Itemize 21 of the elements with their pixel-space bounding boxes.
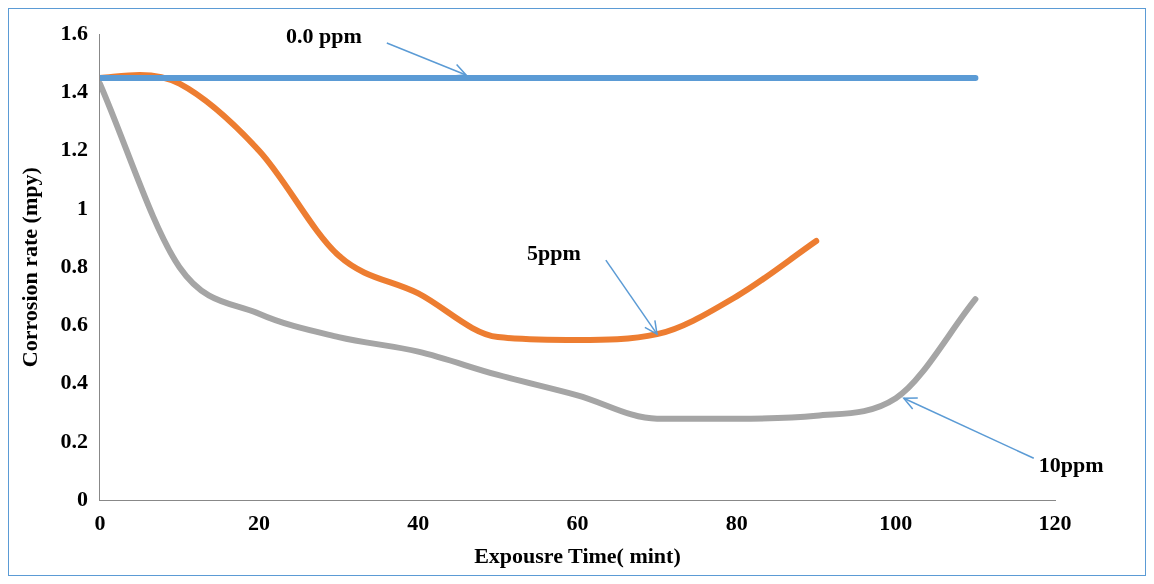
x-tick-label: 80: [725, 510, 748, 536]
annotation: 5ppm: [527, 239, 581, 265]
x-axis-title: Expousre Time( mint): [474, 543, 681, 569]
y-tick-label: 1.2: [60, 136, 88, 162]
y-tick-label: 0.4: [60, 369, 88, 395]
annotation: 10ppm: [1038, 451, 1104, 477]
y-tick-label: 0.6: [60, 311, 88, 337]
x-tick-label: 100: [879, 510, 913, 536]
y-tick-label: 0: [76, 485, 88, 511]
annotation: 0.0 ppm: [286, 22, 362, 48]
y-axis-title: Corrosion rate (mpy): [16, 167, 42, 368]
y-tick-label: 1: [76, 194, 88, 220]
x-tick-label: 60: [566, 510, 589, 536]
y-tick-label: 1.4: [60, 78, 88, 104]
y-tick-label: 0.2: [60, 427, 88, 453]
x-tick-label: 120: [1038, 510, 1072, 536]
x-tick-label: 40: [407, 510, 430, 536]
x-tick-label: 0: [94, 510, 106, 536]
y-tick-label: 1.6: [60, 19, 88, 45]
y-tick-label: 0.8: [60, 252, 88, 278]
x-tick-label: 20: [248, 510, 271, 536]
